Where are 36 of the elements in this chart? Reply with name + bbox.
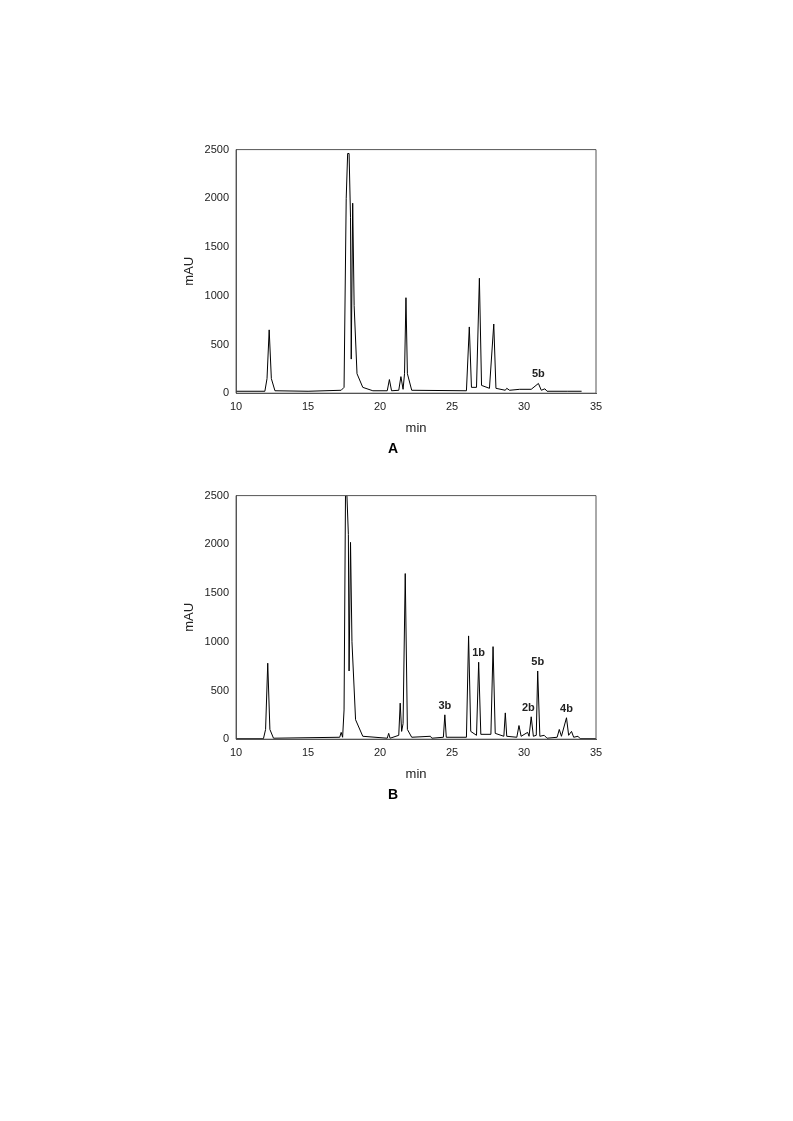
y-tick-label: 0 (222, 386, 230, 399)
text: B (386, 786, 400, 802)
y-tick-label: 500 (210, 683, 230, 696)
y-tick-label: 0 (222, 732, 230, 745)
annotation: 2b (521, 700, 536, 713)
x-tick-label: 35 (589, 399, 603, 412)
annotation: 5b (531, 367, 546, 380)
x-axis-title: min (405, 419, 427, 435)
x-tick-label: 15 (301, 745, 315, 758)
y-tick-label: 1000 (204, 634, 230, 647)
text: A (386, 440, 400, 456)
y-tick-label: 1500 (204, 240, 230, 253)
x-tick-label: 25 (445, 399, 459, 412)
y-tick-label: 1000 (204, 288, 230, 301)
x-tick-label: 10 (229, 399, 243, 412)
x-tick-label: 10 (229, 745, 243, 758)
y-axis-title: mAU (181, 256, 197, 286)
y-tick-label: 2500 (204, 488, 230, 501)
x-axis-title: min (405, 765, 427, 781)
x-tick-label: 35 (589, 745, 603, 758)
x-tick-label: 25 (445, 745, 459, 758)
x-tick-label: 20 (373, 399, 387, 412)
y-tick-label: 2000 (204, 537, 230, 550)
y-tick-label: 2500 (204, 142, 230, 155)
x-tick-label: 15 (301, 399, 315, 412)
annotation: 1b (472, 646, 486, 659)
annotation: 3b (438, 698, 452, 711)
y-tick-label: 2000 (204, 191, 230, 204)
x-tick-label: 30 (517, 745, 531, 758)
x-tick-label: 20 (373, 745, 387, 758)
y-axis-title: mAU (181, 602, 197, 632)
annotation: 5b (531, 654, 545, 667)
annotation: 4b (560, 701, 574, 714)
y-tick-label: 1500 (204, 586, 230, 599)
y-tick-label: 500 (210, 337, 230, 350)
x-tick-label: 30 (517, 399, 531, 412)
